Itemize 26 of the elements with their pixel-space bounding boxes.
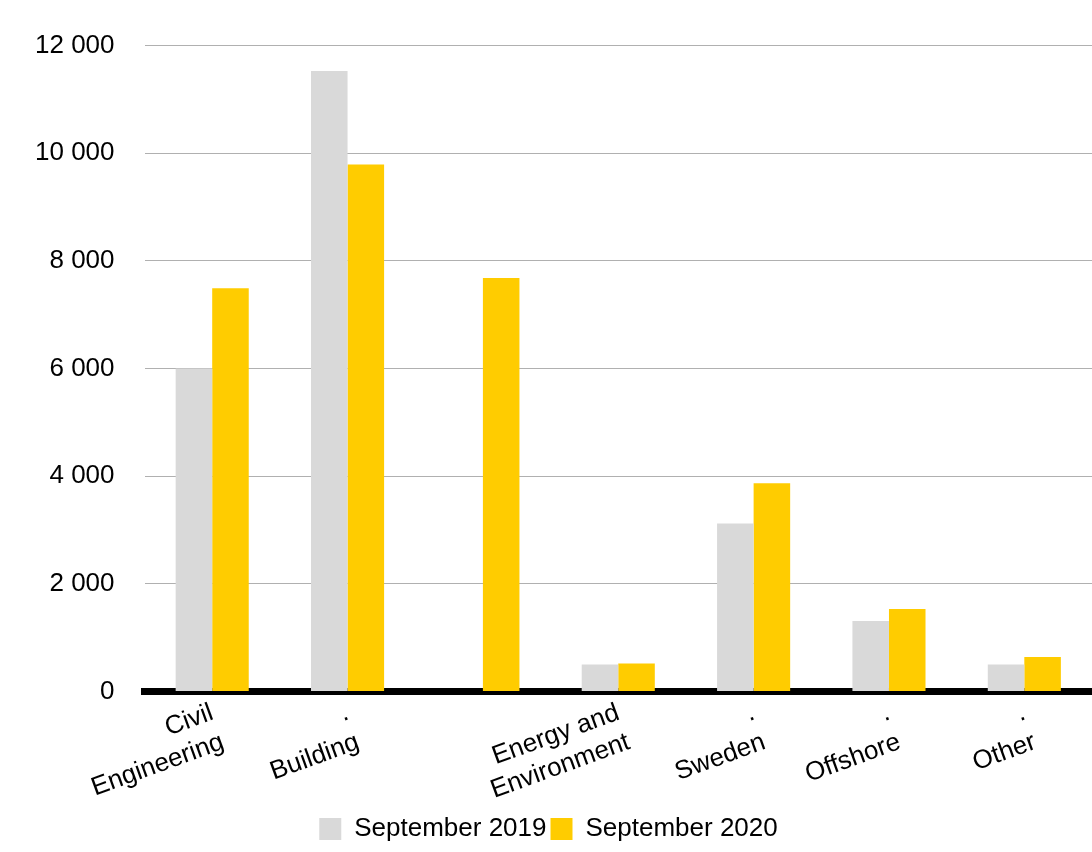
bar: [1024, 657, 1061, 691]
bar: [212, 288, 249, 691]
bar: [175, 368, 213, 691]
bar: [618, 663, 655, 691]
bar: [753, 483, 791, 691]
bar: [311, 70, 348, 691]
bar: [987, 664, 1025, 691]
x-tick-label: . Other: [968, 696, 1040, 777]
y-tick-label: 4 000: [49, 459, 115, 490]
x-tick-label: . Sweden: [670, 696, 769, 786]
legend-label: September 2019: [354, 812, 547, 843]
y-tick-label: 12 000: [34, 28, 115, 59]
bar: [852, 620, 889, 691]
y-tick-label: 2 000: [49, 566, 115, 597]
bar: [717, 523, 754, 691]
x-tick-label: . Offshore: [800, 696, 905, 788]
y-tick-label: 6 000: [49, 351, 115, 382]
bar: [347, 164, 385, 691]
bar: [581, 664, 619, 691]
legend-label: September 2020: [585, 812, 778, 843]
bar: [482, 278, 520, 691]
y-tick-label: 10 000: [34, 136, 115, 167]
y-tick-label: 8 000: [49, 244, 115, 275]
bar: [888, 609, 926, 691]
x-tick-label: . Building: [265, 696, 363, 786]
y-tick-label: 0: [100, 674, 115, 705]
